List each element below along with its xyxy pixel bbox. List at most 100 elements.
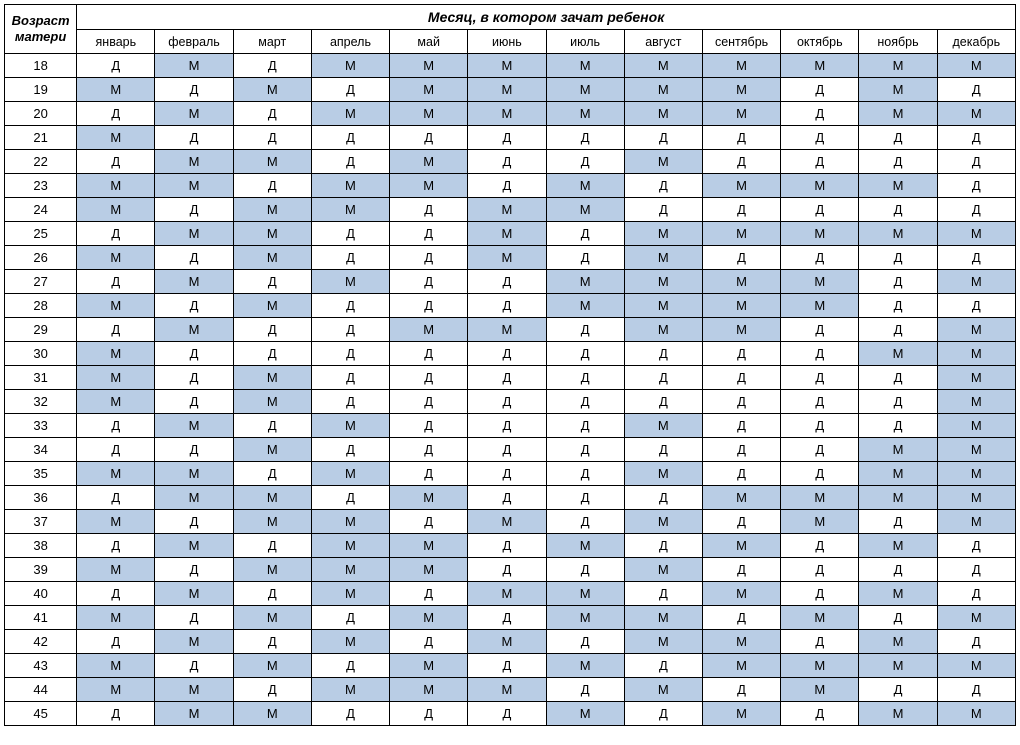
data-cell: Д xyxy=(468,606,546,630)
data-cell: Д xyxy=(390,198,468,222)
table-body: 18ДМДМММММММММ19МДМДМММММДМД20ДМДММММММД… xyxy=(5,54,1016,726)
data-cell: М xyxy=(624,510,702,534)
data-cell: М xyxy=(702,270,780,294)
data-cell: Д xyxy=(77,438,155,462)
table-row: 33ДМДМДДДМДДДМ xyxy=(5,414,1016,438)
data-cell: Д xyxy=(781,366,859,390)
table-row: 35ММДМДДДМДДММ xyxy=(5,462,1016,486)
data-cell: Д xyxy=(77,222,155,246)
data-cell: Д xyxy=(546,126,624,150)
data-cell: М xyxy=(155,174,233,198)
data-cell: М xyxy=(702,54,780,78)
data-cell: Д xyxy=(781,318,859,342)
data-cell: М xyxy=(468,582,546,606)
data-cell: М xyxy=(77,678,155,702)
data-cell: Д xyxy=(781,462,859,486)
age-cell: 25 xyxy=(5,222,77,246)
data-cell: М xyxy=(702,294,780,318)
data-cell: Д xyxy=(702,342,780,366)
data-cell: Д xyxy=(781,102,859,126)
data-cell: Д xyxy=(781,198,859,222)
data-cell: Д xyxy=(390,702,468,726)
data-cell: М xyxy=(77,342,155,366)
data-cell: М xyxy=(859,174,937,198)
data-cell: М xyxy=(77,606,155,630)
data-cell: М xyxy=(546,654,624,678)
data-cell: Д xyxy=(468,390,546,414)
data-cell: Д xyxy=(233,462,311,486)
data-cell: М xyxy=(233,606,311,630)
data-cell: М xyxy=(702,78,780,102)
data-cell: М xyxy=(155,702,233,726)
data-cell: Д xyxy=(859,558,937,582)
data-cell: Д xyxy=(311,486,389,510)
data-cell: М xyxy=(859,486,937,510)
data-cell: М xyxy=(77,198,155,222)
data-cell: Д xyxy=(390,390,468,414)
data-cell: Д xyxy=(937,294,1015,318)
data-cell: Д xyxy=(702,414,780,438)
table-row: 36ДММДМДДДММММ xyxy=(5,486,1016,510)
data-cell: М xyxy=(311,510,389,534)
data-cell: Д xyxy=(702,390,780,414)
data-cell: М xyxy=(781,678,859,702)
data-cell: М xyxy=(155,486,233,510)
data-cell: М xyxy=(468,198,546,222)
data-cell: М xyxy=(390,558,468,582)
data-cell: М xyxy=(702,534,780,558)
data-cell: Д xyxy=(233,174,311,198)
data-cell: Д xyxy=(702,462,780,486)
table-row: 38ДМДММДМДМДМД xyxy=(5,534,1016,558)
data-cell: М xyxy=(468,510,546,534)
data-cell: Д xyxy=(546,438,624,462)
data-cell: Д xyxy=(624,198,702,222)
data-cell: М xyxy=(937,342,1015,366)
data-cell: М xyxy=(702,102,780,126)
data-cell: Д xyxy=(937,126,1015,150)
data-cell: М xyxy=(390,318,468,342)
data-cell: М xyxy=(390,678,468,702)
data-cell: М xyxy=(468,78,546,102)
data-cell: М xyxy=(781,510,859,534)
data-cell: М xyxy=(781,54,859,78)
table-row: 31МДМДДДДДДДДМ xyxy=(5,366,1016,390)
data-cell: Д xyxy=(468,438,546,462)
data-cell: М xyxy=(468,54,546,78)
data-cell: Д xyxy=(468,414,546,438)
data-cell: Д xyxy=(311,606,389,630)
data-cell: Д xyxy=(390,270,468,294)
data-cell: Д xyxy=(468,342,546,366)
data-cell: М xyxy=(937,606,1015,630)
data-cell: М xyxy=(77,78,155,102)
data-cell: М xyxy=(624,462,702,486)
data-cell: М xyxy=(468,678,546,702)
data-cell: Д xyxy=(702,366,780,390)
data-cell: М xyxy=(546,78,624,102)
data-cell: Д xyxy=(781,126,859,150)
age-cell: 22 xyxy=(5,150,77,174)
data-cell: Д xyxy=(233,270,311,294)
age-cell: 23 xyxy=(5,174,77,198)
data-cell: Д xyxy=(311,126,389,150)
data-cell: Д xyxy=(311,78,389,102)
data-cell: М xyxy=(311,630,389,654)
data-cell: Д xyxy=(781,582,859,606)
data-cell: М xyxy=(937,486,1015,510)
data-cell: Д xyxy=(781,558,859,582)
data-cell: Д xyxy=(390,246,468,270)
data-cell: М xyxy=(311,102,389,126)
data-cell: Д xyxy=(624,654,702,678)
data-cell: М xyxy=(546,702,624,726)
data-cell: М xyxy=(937,510,1015,534)
data-cell: Д xyxy=(702,606,780,630)
data-cell: Д xyxy=(859,150,937,174)
age-cell: 43 xyxy=(5,654,77,678)
data-cell: М xyxy=(546,174,624,198)
data-cell: Д xyxy=(311,294,389,318)
age-cell: 21 xyxy=(5,126,77,150)
data-cell: М xyxy=(702,654,780,678)
data-cell: М xyxy=(77,246,155,270)
data-cell: М xyxy=(311,678,389,702)
data-cell: Д xyxy=(859,294,937,318)
data-cell: М xyxy=(233,150,311,174)
